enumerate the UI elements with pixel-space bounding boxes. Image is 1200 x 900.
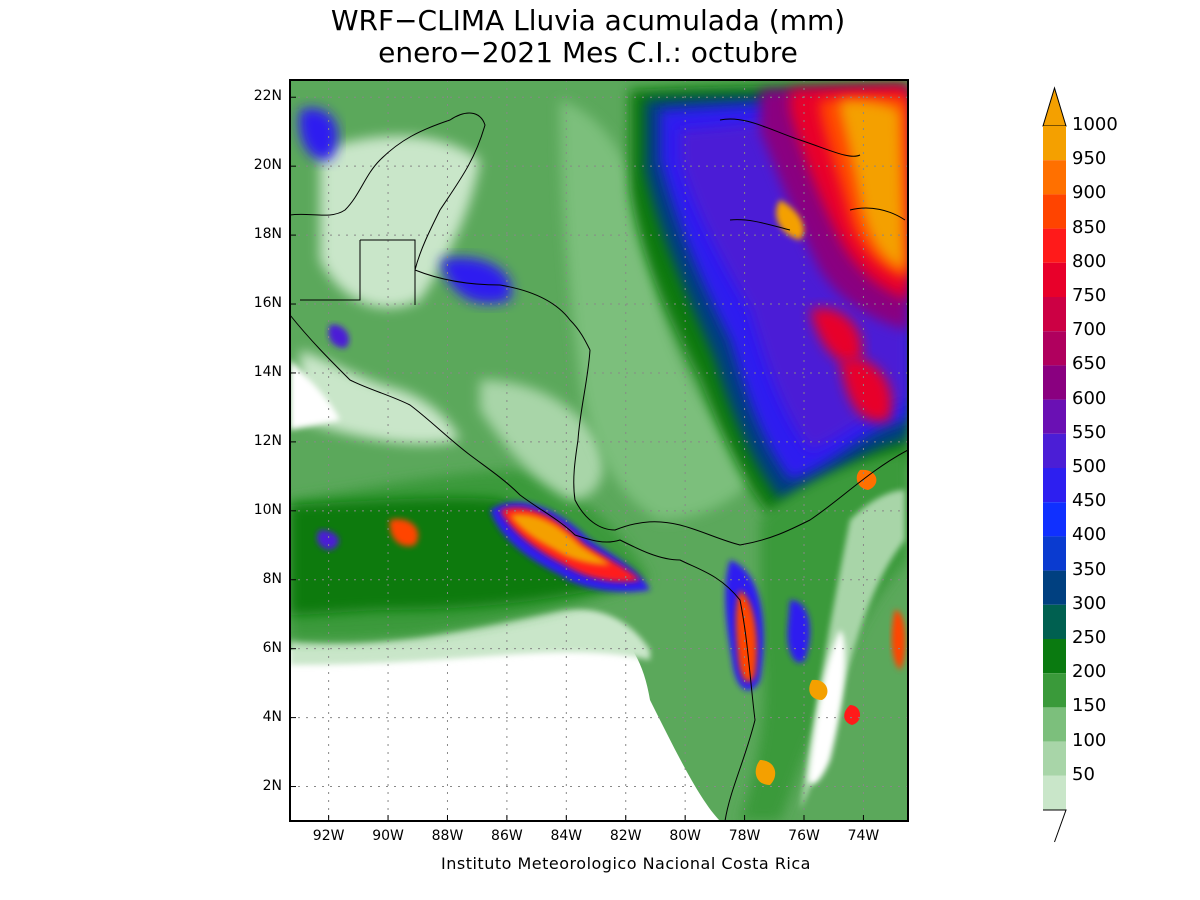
- lon-tick-label: 90W: [372, 828, 404, 844]
- colorbar-level-label: 50: [1072, 763, 1095, 785]
- colorbar-swatch: [1043, 673, 1066, 708]
- lat-tick-label: 4N: [262, 708, 282, 725]
- colorbar-level-label: 950: [1072, 148, 1107, 170]
- lon-tick-label: 88W: [431, 828, 464, 844]
- colorbar-level-label: 250: [1072, 627, 1107, 648]
- lat-tick-label: 12N: [253, 432, 282, 449]
- precipitation-field: [290, 80, 908, 821]
- colorbar-level-label: 900: [1072, 182, 1107, 204]
- colorbar-level-label: 750: [1072, 285, 1107, 306]
- colorbar-swatch: [1043, 433, 1066, 468]
- colorbar-extend-arrow: [1042, 86, 1067, 127]
- colorbar-swatch: [1043, 707, 1066, 742]
- colorbar-swatch: [1043, 399, 1066, 434]
- colorbar-swatch: [1043, 160, 1066, 195]
- colorbar-swatch: [1043, 502, 1066, 537]
- lat-tick-label: 8N: [262, 570, 282, 587]
- lon-tick-label: 80W: [669, 828, 701, 844]
- colorbar-swatch: [1043, 365, 1066, 400]
- lat-tick-label: 22N: [253, 88, 282, 105]
- lat-tick-label: 10N: [253, 501, 282, 518]
- colorbar-level-label: 400: [1072, 524, 1107, 546]
- colorbar-swatch: [1043, 468, 1066, 503]
- colorbar-level-label: 800: [1072, 250, 1107, 272]
- lat-tick-label: 6N: [262, 639, 282, 656]
- colorbar-level-label: 200: [1072, 661, 1107, 683]
- colorbar-level-label: 1000: [1072, 114, 1118, 135]
- colorbar-level-label: 650: [1072, 353, 1107, 375]
- colorbar-level-label: 600: [1072, 387, 1107, 409]
- lon-tick-label: 92W: [312, 828, 345, 844]
- colorbar-swatch: [1043, 297, 1066, 332]
- lon-tick-label: 84W: [550, 828, 583, 844]
- colorbar-swatch: [1043, 331, 1066, 366]
- map-frame: [289, 79, 909, 822]
- colorbar-level-label: 850: [1072, 216, 1107, 238]
- lat-tick-label: 2N: [262, 777, 282, 794]
- colorbar-level-label: 700: [1072, 319, 1107, 341]
- colorbar-level-label: 300: [1072, 592, 1107, 614]
- lat-tick-label: 18N: [253, 226, 282, 243]
- colorbar-level-label: 450: [1072, 490, 1107, 512]
- colorbar-level-label: 350: [1072, 558, 1107, 580]
- colorbar-level-label: 150: [1072, 695, 1107, 717]
- colorbar-swatch: [1043, 639, 1066, 674]
- lat-tick-label: 16N: [253, 295, 282, 312]
- lon-tick-label: 78W: [728, 828, 761, 844]
- lat-tick-label: 14N: [253, 363, 282, 380]
- credit-text: Instituto Meteorologico Nacional Costa R…: [441, 854, 811, 873]
- colorbar-swatch: [1043, 536, 1066, 571]
- colorbar-extend-tail: [1043, 809, 1067, 843]
- colorbar-level-label: 500: [1072, 456, 1107, 477]
- lon-tick-label: 76W: [788, 828, 820, 844]
- colorbar-swatch: [1043, 228, 1066, 263]
- map-title: WRF−CLIMA Lluvia acumulada (mm): [330, 4, 846, 37]
- lon-tick-label: 82W: [609, 828, 642, 844]
- colorbar-level-label: 100: [1072, 729, 1107, 751]
- colorbar-swatch: [1043, 194, 1066, 229]
- colorbar-swatch: [1043, 741, 1066, 776]
- colorbar-swatch: [1043, 604, 1066, 639]
- lat-tick-label: 20N: [253, 157, 282, 174]
- colorbar-swatch: [1043, 126, 1066, 161]
- lon-tick-label: 86W: [491, 828, 523, 844]
- colorbar-level-label: 550: [1072, 421, 1107, 443]
- colorbar-swatch: [1043, 775, 1066, 810]
- map-gridlines: [290, 80, 908, 821]
- lon-tick-label: 74W: [847, 828, 880, 844]
- colorbar-swatch: [1043, 570, 1066, 605]
- coastlines: [289, 112, 909, 822]
- map-subtitle: enero−2021 Mes C.I.: octubre: [378, 36, 798, 69]
- colorbar-swatch: [1043, 262, 1066, 297]
